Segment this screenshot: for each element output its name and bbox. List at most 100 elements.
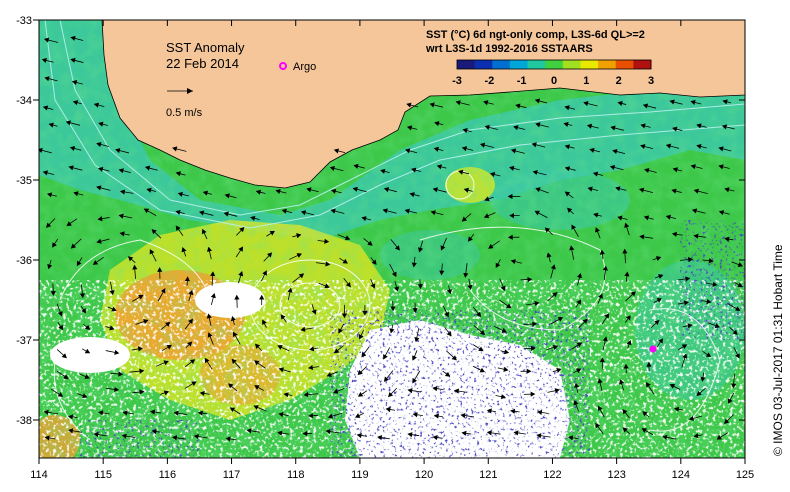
current-arrow-head <box>275 189 281 195</box>
current-arrow-head <box>254 343 261 349</box>
current-arrow-head <box>118 168 124 174</box>
current-arrow-head <box>662 434 668 440</box>
current-arrow-head <box>223 211 229 217</box>
current-arrow-head <box>412 412 418 418</box>
colorbar-tick-label: 3 <box>648 75 654 87</box>
current-arrow-head <box>39 147 43 153</box>
current-arrow-head <box>489 171 496 177</box>
current-arrow-head <box>199 390 205 397</box>
current-arrow-head <box>224 193 230 199</box>
current-arrow-head <box>535 187 541 193</box>
current-arrow-head <box>453 388 460 394</box>
current-arrow-head <box>576 299 582 305</box>
current-arrow-head <box>173 410 179 416</box>
current-arrow-head <box>510 408 516 414</box>
current-arrow-head <box>724 187 730 193</box>
current-arrow-head <box>642 103 649 109</box>
current-arrow-head <box>197 410 203 416</box>
current-arrow-head <box>43 409 49 415</box>
current-arrow-head <box>411 262 417 268</box>
current-arrow-head <box>50 290 56 296</box>
current-arrow-head <box>609 164 616 171</box>
current-arrow-head <box>532 321 538 327</box>
current-arrow-head <box>412 308 418 313</box>
current-arrow-head <box>513 125 519 131</box>
colorbar-swatch <box>474 60 493 69</box>
colorbar-swatch <box>580 60 599 69</box>
current-arrow-head <box>371 259 377 265</box>
current-arrow-head <box>688 257 693 263</box>
current-arrow-head <box>507 193 513 200</box>
current-arrow-head <box>506 303 512 309</box>
current-arrow-head <box>696 123 702 129</box>
current-arrow-head <box>287 287 293 293</box>
current-arrow-head <box>68 428 74 434</box>
current-arrow-head <box>429 102 435 108</box>
current-arrow-head <box>98 410 104 416</box>
current-arrow-head <box>467 284 473 291</box>
argo-legend-label: Argo <box>293 61 316 73</box>
y-tick-label: -35 <box>16 175 32 187</box>
current-arrow-head <box>564 105 570 111</box>
current-arrow-head <box>640 123 646 129</box>
current-arrow-head <box>234 294 240 300</box>
current-arrow-head <box>330 208 336 214</box>
current-arrow-head <box>311 309 317 315</box>
current-arrow-head <box>623 363 629 369</box>
current-arrow-head <box>582 318 588 324</box>
current-arrow-head <box>44 435 50 441</box>
current-arrow-head <box>333 148 340 154</box>
current-arrow-head <box>604 313 610 319</box>
current-arrow-head <box>238 271 244 277</box>
colorbar-swatches <box>457 60 652 69</box>
current-arrow-head <box>417 284 423 290</box>
current-arrow-head <box>121 433 127 439</box>
current-arrow-head <box>225 436 231 442</box>
current-arrow-head <box>61 353 67 359</box>
current-arrow-head <box>672 126 678 132</box>
current-arrow-head <box>619 379 625 385</box>
current-arrow-head <box>98 166 104 172</box>
current-arrow-head <box>617 215 623 221</box>
current-arrow-head <box>132 264 138 270</box>
current-arrow-head <box>370 283 376 289</box>
current-arrow-head <box>439 270 445 276</box>
current-arrow-head <box>98 121 104 127</box>
current-arrow-head <box>615 186 621 192</box>
current-arrow-head <box>669 99 675 105</box>
current-arrow-head <box>306 187 312 193</box>
current-arrow-head <box>483 213 490 219</box>
colorbar: SST (°C) 6d ngt-only comp, L3S-6d QL>=2 … <box>425 29 654 87</box>
current-arrow-head <box>181 247 187 253</box>
current-arrow-head <box>118 371 124 377</box>
cold-speckle-sw <box>80 420 200 458</box>
current-arrow-head <box>296 233 302 239</box>
current-arrow-head <box>630 291 636 297</box>
current-arrow-head <box>531 142 537 148</box>
current-arrow-head <box>114 349 120 355</box>
current-arrow-head <box>554 388 560 394</box>
current-arrow-head <box>433 413 439 419</box>
current-arrow-head <box>451 355 457 361</box>
current-arrow-head <box>58 324 64 331</box>
current-arrow-head <box>93 102 100 108</box>
current-arrow-head <box>681 344 688 350</box>
x-tick-label: 114 <box>30 469 48 481</box>
current-arrow-head <box>599 357 605 363</box>
current-arrow-head <box>639 234 645 240</box>
current-arrow-head <box>280 314 286 320</box>
current-arrow-head <box>92 260 99 265</box>
current-arrow-head <box>625 315 631 321</box>
current-arrow-head <box>309 346 315 352</box>
current-arrow-head <box>602 265 608 271</box>
current-arrow-head <box>665 143 672 149</box>
bathymetry-contours <box>44 20 745 229</box>
current-arrow-head <box>507 234 513 240</box>
current-arrow-head <box>571 224 577 230</box>
current-arrow-head <box>175 225 181 231</box>
sea-level-contours <box>53 170 721 441</box>
current-arrow-head <box>207 332 213 338</box>
current-arrow-head <box>455 100 461 106</box>
current-arrow-head <box>446 331 452 337</box>
current-arrow-head <box>500 394 506 400</box>
